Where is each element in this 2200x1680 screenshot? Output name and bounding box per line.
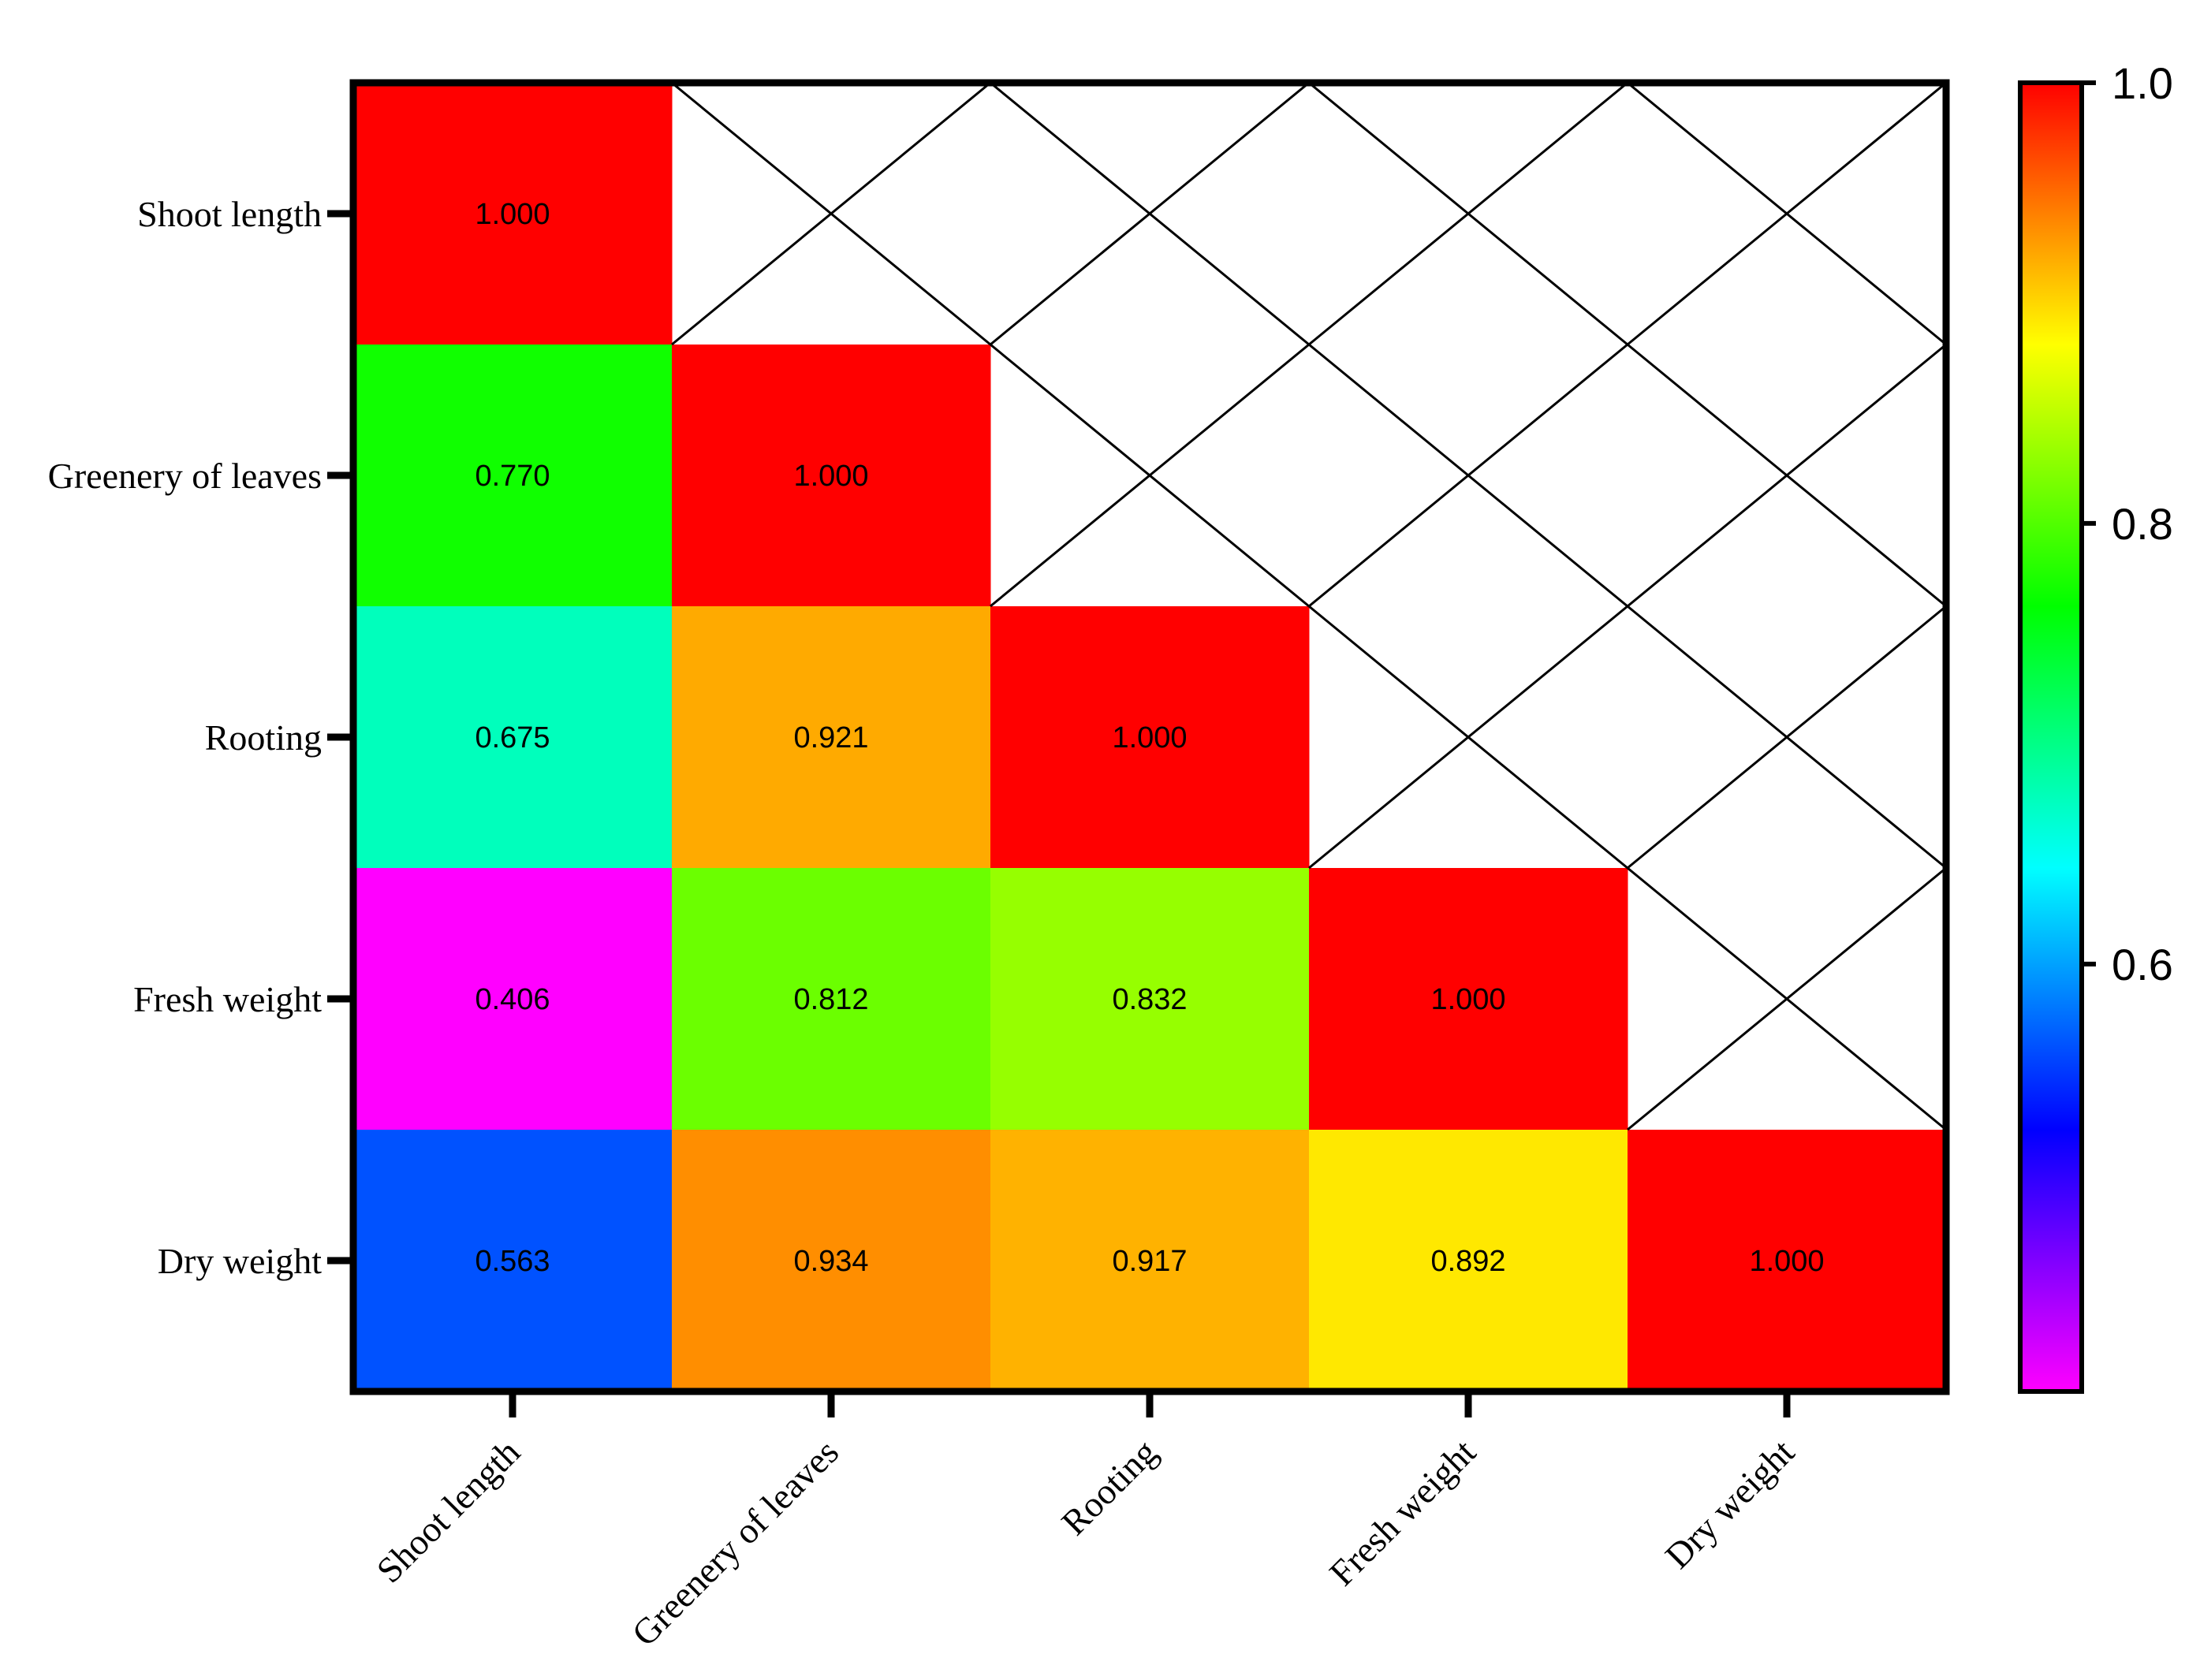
cell-value-label: 0.812 <box>793 983 868 1016</box>
empty-cell <box>1308 605 1628 870</box>
cell-value-label: 1.000 <box>1430 983 1505 1016</box>
heatmap-cell <box>990 606 1310 869</box>
empty-cell <box>1627 81 1947 346</box>
heatmap-cell <box>672 606 991 869</box>
empty-cell <box>990 343 1310 608</box>
heatmap-cell <box>672 1130 991 1392</box>
empty-cell <box>1308 343 1628 608</box>
colorbar-tick-label: 0.6 <box>2112 940 2173 989</box>
cross-line <box>990 343 1310 608</box>
cell-value-label: 1.000 <box>1749 1245 1824 1278</box>
empty-cell <box>990 81 1310 346</box>
cross-line <box>990 81 1310 346</box>
x-tick-label: Greenery of leaves <box>624 1432 846 1654</box>
y-tick-label: Shoot length <box>137 194 322 234</box>
cross-line <box>1627 81 1947 346</box>
heatmap-cell <box>672 345 991 607</box>
heatmap-cell <box>990 1130 1310 1392</box>
y-tick-label: Dry weight <box>158 1241 322 1281</box>
cross-line <box>1627 343 1947 608</box>
colorbar-tick-label: 1.0 <box>2112 58 2173 108</box>
colorbar-gradient <box>2018 80 2084 1394</box>
cell-value-label: 1.000 <box>1112 721 1187 754</box>
cross-line <box>1308 605 1628 870</box>
cell-value-label: 1.000 <box>793 460 868 493</box>
heatmap-cell <box>1628 1130 1947 1392</box>
x-tick-label: Rooting <box>1053 1432 1165 1543</box>
cross-line <box>1308 343 1628 608</box>
heatmap-cell <box>353 868 673 1131</box>
colorbar: 0.6 0.8 1.0 <box>2018 58 2173 1394</box>
cell-value-label: 0.934 <box>793 1245 868 1278</box>
empty-cell-crosses <box>671 81 1947 1131</box>
cell-value-label: 0.406 <box>475 983 550 1016</box>
cell-value-label: 0.832 <box>1112 983 1187 1016</box>
cross-line <box>671 81 991 346</box>
cell-value-label: 0.770 <box>475 460 550 493</box>
cell-value-label: 0.675 <box>475 721 550 754</box>
cell-value-labels: 1.000 0.770 1.000 0.675 0.921 1.000 0.406 0.812… <box>475 198 1824 1278</box>
heatmap-cell <box>990 868 1310 1131</box>
cross-line <box>1627 605 1947 870</box>
x-tick-label: Fresh weight <box>1322 1432 1483 1593</box>
x-tick-label: Shoot length <box>369 1432 528 1590</box>
y-tick-label: Fresh weight <box>133 979 322 1019</box>
colorbar-tick-label: 0.8 <box>2112 499 2173 549</box>
cell-value-label: 0.921 <box>793 721 868 754</box>
y-tick-label: Rooting <box>205 717 322 758</box>
empty-cell <box>1627 866 1947 1131</box>
heatmap-cell <box>353 606 673 869</box>
cell-value-label: 0.917 <box>1112 1245 1187 1278</box>
empty-cell <box>1308 81 1628 346</box>
x-tick-label: Dry weight <box>1657 1432 1802 1576</box>
cell-value-label: 0.892 <box>1430 1245 1505 1278</box>
empty-cell <box>1627 343 1947 608</box>
y-tick-label: Greenery of leaves <box>48 456 322 496</box>
cross-line <box>1627 866 1947 1131</box>
cell-value-label: 1.000 <box>475 198 550 231</box>
heatmap-cell <box>353 345 673 607</box>
heatmap-cell <box>1309 1130 1628 1392</box>
empty-cell <box>1627 605 1947 870</box>
heatmap-cell <box>672 868 991 1131</box>
heatmap-cell <box>1309 868 1628 1131</box>
cell-value-label: 0.563 <box>475 1245 550 1278</box>
heatmap-cell <box>353 1130 673 1392</box>
heatmap-cells <box>353 83 1947 1392</box>
empty-cell <box>671 81 991 346</box>
cross-line <box>1308 81 1628 346</box>
heatmap-cell <box>353 83 673 345</box>
